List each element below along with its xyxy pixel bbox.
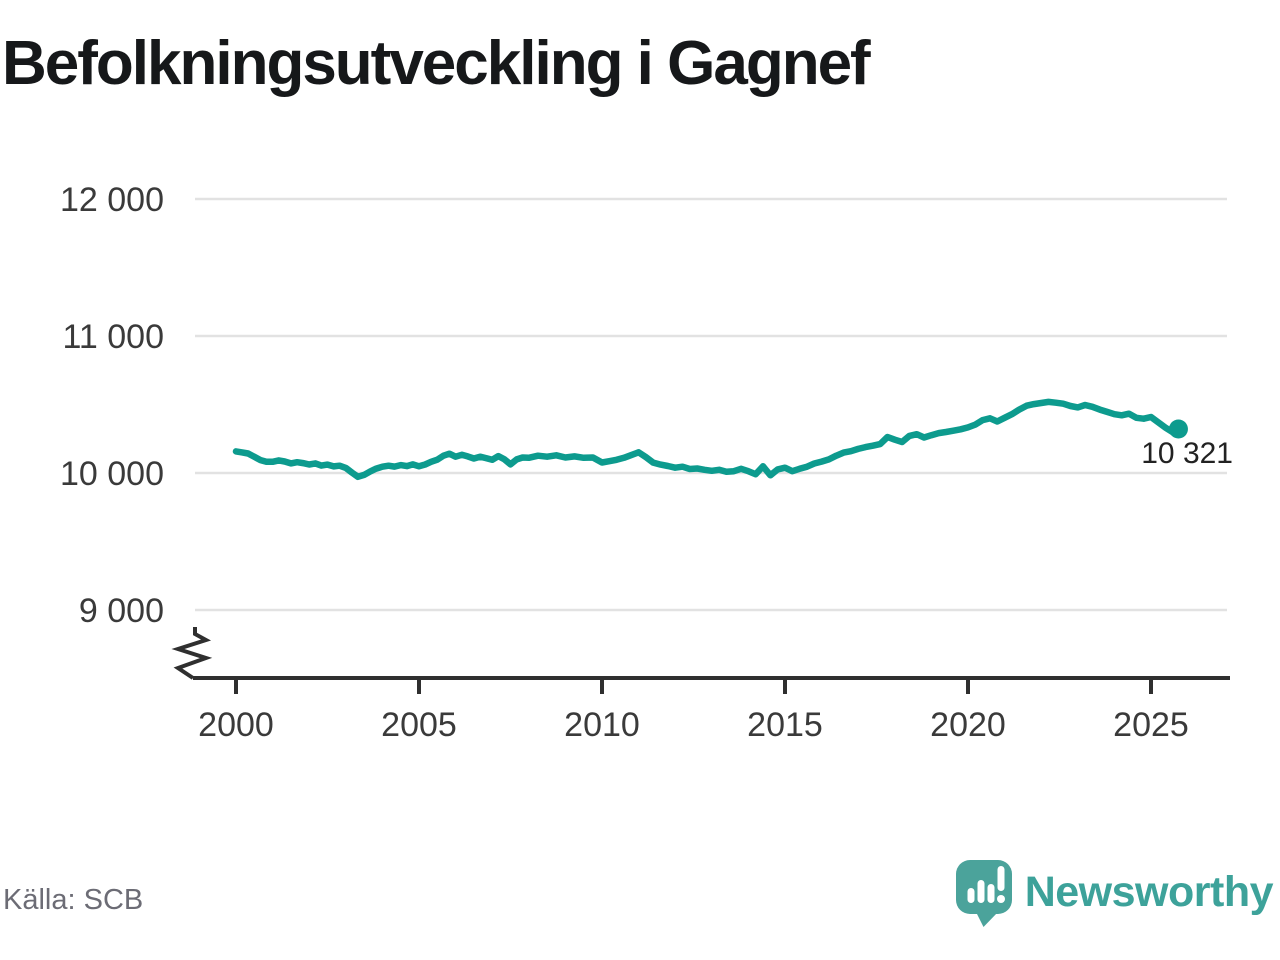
x-tick-label: 2020 [930,706,1006,744]
x-tick-label: 2015 [747,706,823,744]
end-value-label: 10 321 [1141,437,1233,470]
newsworthy-logo-text: Newsworthy [1024,867,1274,916]
y-tick-label: 12 000 [60,181,164,219]
y-tick-label: 11 000 [63,318,164,356]
newsworthy-speech-bubble-icon [955,860,1012,927]
x-tick-label: 2025 [1113,706,1189,744]
x-tick-label: 2000 [198,706,274,744]
x-tick-label: 2010 [564,706,640,744]
end-point-marker [1168,419,1188,439]
chart-title: Befolkningsutveckling i Gagnef [2,29,871,98]
data-line [232,398,1182,481]
newsworthy-logo: Newsworthy [952,854,1274,930]
y-tick-label: 9 000 [79,592,164,630]
axis-break-icon [171,627,213,680]
source-label: Källa: SCB [3,884,144,916]
x-tick-label: 2005 [381,706,457,744]
y-tick-label: 10 000 [60,455,164,493]
